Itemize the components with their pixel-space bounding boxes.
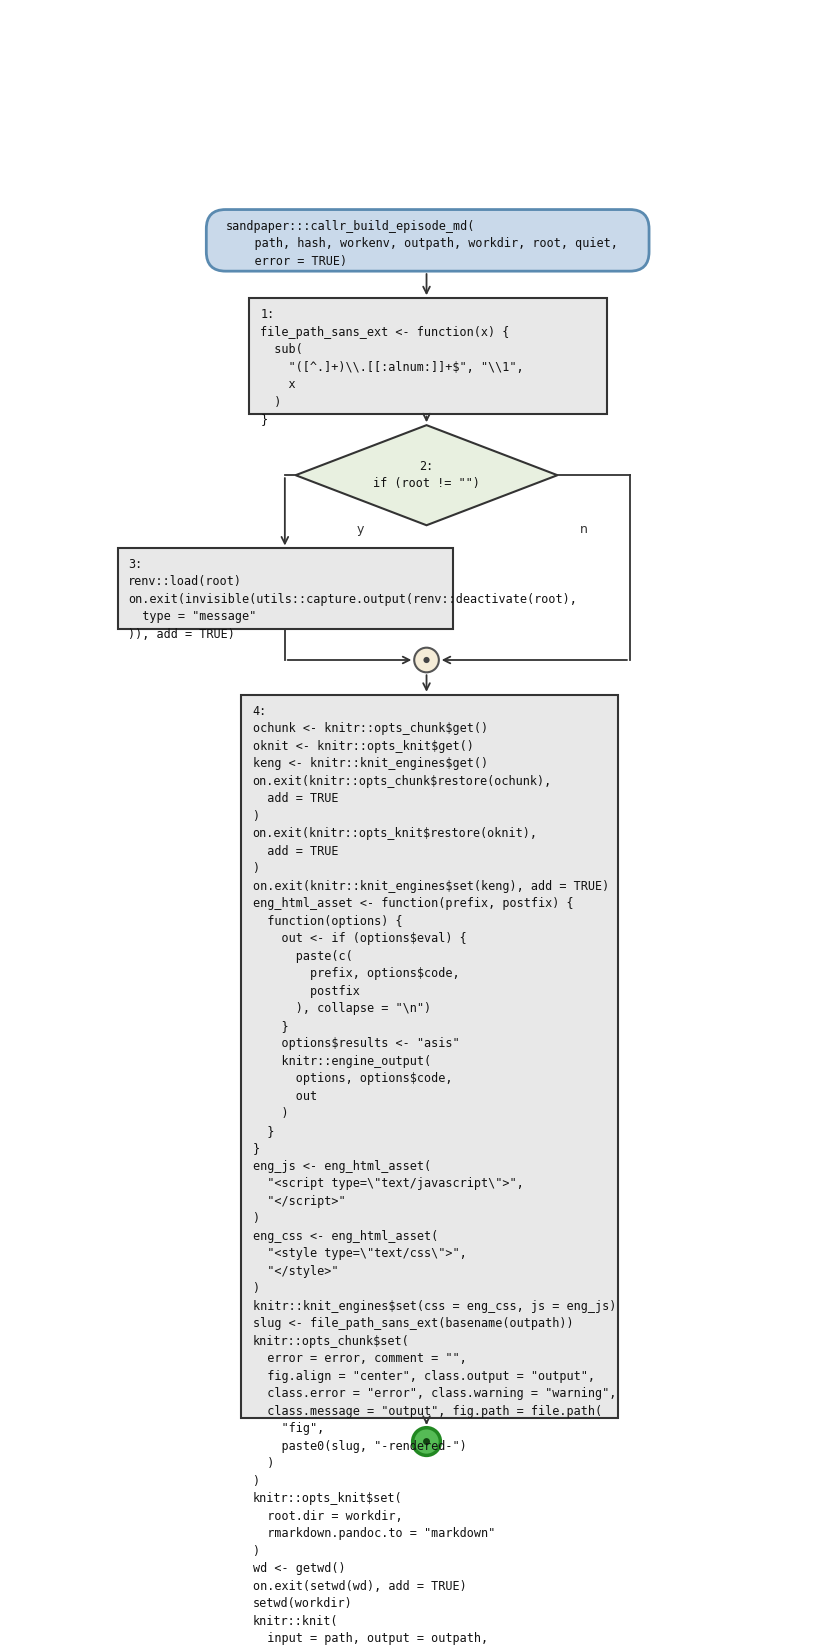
FancyBboxPatch shape (207, 210, 649, 271)
Text: 3:
renv::load(root)
on.exit(invisible(utils::capture.output(renv::deactivate(roo: 3: renv::load(root) on.exit(invisible(ut… (127, 558, 576, 640)
Bar (249, 299, 606, 414)
Ellipse shape (423, 657, 430, 663)
Text: sandpaper:::callr_build_episode_md(
    path, hash, workenv, outpath, workdir, r: sandpaper:::callr_build_episode_md( path… (226, 219, 617, 267)
Text: 4:
ochunk <- knitr::opts_chunk$get()
oknit <- knitr::opts_knit$get()
keng <- kni: 4: ochunk <- knitr::opts_chunk$get() okn… (252, 705, 623, 1650)
Text: 1:
file_path_sans_ext <- function(x) {
  sub(
    "([^.]+)\\.[[:alnum:]]+$", "\\: 1: file_path_sans_ext <- function(x) { s… (260, 309, 524, 426)
Text: n: n (580, 523, 587, 536)
Ellipse shape (412, 1427, 441, 1455)
Polygon shape (296, 426, 557, 525)
Bar (117, 548, 452, 629)
Text: 2:
if (root != ""): 2: if (root != "") (373, 460, 480, 490)
Text: y: y (357, 523, 364, 536)
Bar (241, 695, 618, 1419)
Ellipse shape (414, 648, 439, 672)
Ellipse shape (423, 1439, 430, 1445)
